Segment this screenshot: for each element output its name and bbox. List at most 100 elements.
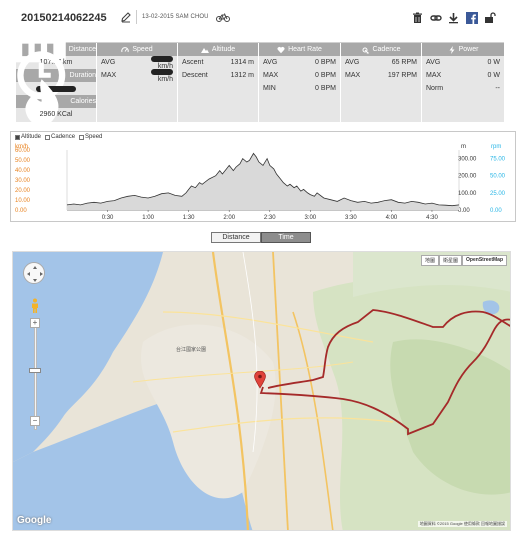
cadence-avg-row: AVG 65 RPM: [341, 56, 421, 69]
power-max-row: MAX 0 W: [422, 69, 504, 82]
map-type-osm[interactable]: OpenStreetMap: [462, 255, 507, 266]
link-icon[interactable]: [428, 10, 443, 25]
cadence-label: Cadence: [372, 46, 401, 53]
middle-tick-label: 100.00: [458, 191, 477, 197]
speed-avg-key: AVG: [101, 59, 116, 66]
left-tick-label: 30.00: [15, 178, 31, 184]
legend-cadence-label: Cadence: [51, 134, 76, 140]
left-tick-label: 60.00: [15, 148, 31, 154]
left-tick-label: 20.00: [15, 188, 31, 194]
hr-avg-row: AVG 0 BPM: [259, 56, 340, 69]
route-line: [259, 309, 510, 436]
activity-id: 20150214062245: [21, 12, 107, 24]
right-tick-label: 75.00: [490, 157, 506, 163]
cadence-avg-value: 65 RPM: [391, 59, 417, 66]
left-tick-label: 10.00: [15, 198, 31, 204]
activity-stats: Distance 107.97 km Duration Calories 296…: [16, 37, 504, 126]
power-norm-row: Norm --: [422, 82, 504, 95]
speed-max-value: km/h: [135, 68, 173, 83]
calories-label: Calories: [70, 98, 96, 105]
speedometer-icon: [121, 46, 130, 52]
lightning-icon: [449, 45, 455, 54]
power-max-value: 0 W: [487, 72, 500, 79]
x-tick-label: 1:00: [142, 215, 154, 221]
x-tick-label: 2:30: [264, 215, 276, 221]
clock-icon: [17, 51, 66, 100]
middle-tick-label: 0.00: [458, 208, 470, 214]
altitude-line: [66, 152, 460, 207]
duration-header: Duration: [16, 51, 96, 100]
legend-speed-label: Speed: [85, 134, 103, 140]
x-axis-toggle: Distance Time: [211, 232, 311, 243]
speed-column: Speed AVG km/h MAX km/h: [97, 43, 178, 122]
heart-icon: [277, 46, 285, 53]
speed-max-unit: km/h: [157, 75, 173, 83]
map-type-selector: 地圖 衛星圖 OpenStreetMap: [421, 255, 507, 266]
mountain-icon: [200, 47, 209, 53]
altitude-checkbox[interactable]: [15, 134, 20, 140]
hr-min-key: MIN: [263, 85, 276, 92]
heart-rate-header: Heart Rate: [259, 43, 340, 56]
pan-control[interactable]: [23, 262, 45, 284]
legend-altitude-label: Altitude: [21, 134, 42, 140]
legend-speed-toggle[interactable]: Speed: [79, 134, 102, 140]
calories-header: Calories: [16, 79, 96, 126]
power-avg-value: 0 W: [487, 59, 500, 66]
hr-min-row: MIN 0 BPM: [259, 82, 340, 95]
pegman-icon[interactable]: [31, 298, 39, 314]
map-type-satellite[interactable]: 衛星圖: [439, 255, 463, 266]
power-column: Power AVG 0 W MAX 0 W Norm --: [422, 43, 504, 122]
power-avg-row: AVG 0 W: [422, 56, 504, 69]
chart-legend: Altitude Cadence Speed: [15, 134, 102, 140]
time-toggle-button[interactable]: Time: [261, 232, 311, 243]
map-canvas: [13, 252, 510, 530]
route-map[interactable]: 台江國家公園 地圖 衛星圖 OpenStreetMap + − Google 地…: [12, 251, 511, 531]
left-tick-label: 40.00: [15, 168, 31, 174]
lock-icon[interactable]: [482, 10, 497, 25]
distance-label: Distance: [68, 46, 96, 53]
zoom-slider-track[interactable]: [34, 320, 37, 430]
chart-plot[interactable]: km/h m rpm 60.00 50.00 40.00 30.00 20.00 10.00 0.…: [11, 132, 515, 221]
activity-toolbar: [410, 10, 497, 25]
activity-chart: Altitude Cadence Speed km/h m rpm 60.00 50.0…: [10, 131, 516, 222]
x-tick-label: 0:30: [102, 215, 114, 221]
heart-rate-label: Heart Rate: [288, 46, 322, 53]
legend-cadence-toggle[interactable]: Cadence: [45, 134, 75, 140]
distance-column: Distance 107.97 km Duration Calories 296…: [16, 37, 97, 126]
heart-rate-column: Heart Rate AVG 0 BPM MAX 0 BPM MIN 0 BPM: [259, 43, 341, 122]
speed-avg-row: AVG km/h: [97, 55, 177, 70]
cadence-checkbox[interactable]: [45, 134, 51, 140]
power-header: Power: [422, 43, 504, 56]
left-tick-label: 50.00: [15, 158, 31, 164]
pedal-icon: [362, 47, 370, 53]
pan-arrows-icon: [27, 266, 43, 282]
cadence-max-value: 197 RPM: [387, 72, 417, 79]
edit-pencil-icon[interactable]: [120, 11, 132, 23]
map-type-map[interactable]: 地圖: [421, 255, 440, 266]
trash-icon[interactable]: [410, 10, 425, 25]
cadence-max-row: MAX 197 RPM: [341, 69, 421, 82]
right-tick-label: 50.00: [490, 174, 506, 180]
speed-avg-value: km/h: [135, 55, 173, 70]
left-tick-label: 0.00: [15, 208, 27, 214]
power-label: Power: [458, 46, 479, 53]
start-marker-icon[interactable]: [254, 371, 266, 389]
hr-max-key: MAX: [263, 72, 279, 79]
speed-avg-unit: km/h: [157, 62, 173, 70]
zoom-slider-thumb[interactable]: [29, 368, 41, 373]
speed-checkbox[interactable]: [79, 134, 85, 140]
middle-tick-label: 200.00: [458, 174, 477, 180]
facebook-icon[interactable]: [464, 10, 479, 25]
zoom-out-button[interactable]: −: [30, 416, 40, 426]
zoom-in-button[interactable]: +: [30, 318, 40, 328]
altitude-label: Altitude: [211, 46, 236, 53]
distance-toggle-button[interactable]: Distance: [211, 232, 261, 243]
descent-value: 1312 m: [230, 72, 254, 79]
map-attribution[interactable]: 地圖資料 ©2015 Google 使用條款 回報地圖錯誤: [417, 521, 507, 527]
x-tick-label: 4:30: [426, 215, 438, 221]
power-norm-value: --: [495, 85, 500, 92]
ascent-key: Ascent: [182, 59, 204, 66]
download-icon[interactable]: [446, 10, 461, 25]
hr-min-value: 0 BPM: [314, 85, 336, 92]
legend-altitude-toggle[interactable]: Altitude: [15, 134, 41, 140]
